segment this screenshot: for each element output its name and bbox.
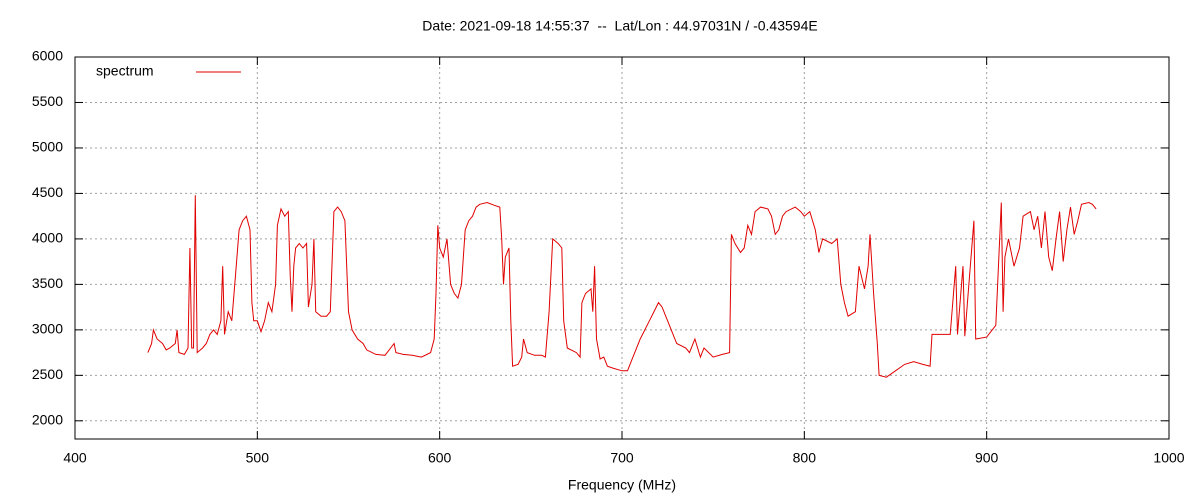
x-tick-label: 500	[246, 450, 270, 466]
x-tick-label: 900	[975, 450, 999, 466]
x-tick-label: 800	[793, 450, 817, 466]
x-tick-label: 700	[610, 450, 634, 466]
y-tick-label: 5500	[32, 93, 63, 109]
y-tick-label: 2000	[32, 412, 63, 428]
legend-label: spectrum	[96, 63, 154, 79]
chart-title: Date: 2021-09-18 14:55:37 -- Lat/Lon : 4…	[422, 18, 817, 34]
spectrum-line	[147, 195, 1097, 378]
y-tick-label: 3500	[32, 275, 63, 291]
y-tick-label: 6000	[32, 48, 63, 64]
x-axis-label: Frequency (MHz)	[568, 477, 676, 493]
x-tick-label: 400	[63, 450, 87, 466]
y-tick-label: 2500	[32, 366, 63, 382]
x-tick-label: 1000	[1153, 450, 1184, 466]
y-tick-label: 5000	[32, 139, 63, 155]
x-tick-label: 600	[428, 450, 452, 466]
y-tick-label: 4000	[32, 230, 63, 246]
y-tick-label: 3000	[32, 321, 63, 337]
plot-frame	[74, 56, 1170, 440]
y-tick-label: 4500	[32, 184, 63, 200]
